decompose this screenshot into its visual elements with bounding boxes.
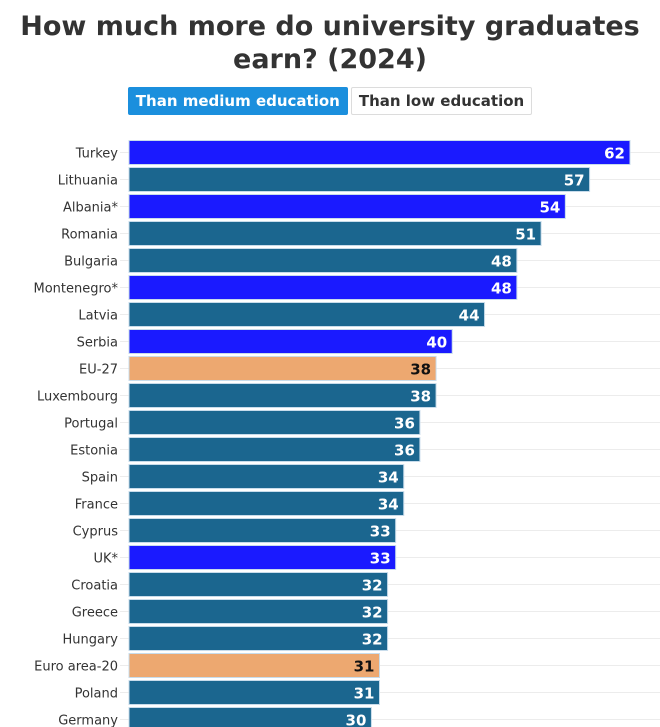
value-label: 40 <box>426 334 447 352</box>
bar-estonia[interactable] <box>128 437 421 462</box>
category-label: Lithuania <box>58 174 118 189</box>
bar-croatia[interactable] <box>128 572 389 597</box>
value-label: 44 <box>459 307 480 325</box>
value-label: 38 <box>410 388 431 406</box>
value-label: 48 <box>491 280 512 298</box>
value-label: 32 <box>362 604 383 622</box>
value-label: 38 <box>410 361 431 379</box>
bar-france[interactable] <box>128 491 405 516</box>
value-label: 33 <box>370 523 391 541</box>
bar-romania[interactable] <box>128 221 542 246</box>
category-label: Greece <box>72 606 118 621</box>
value-label: 34 <box>378 496 399 514</box>
bar-eu-27[interactable] <box>128 356 437 381</box>
category-label: EU-27 <box>79 363 118 378</box>
bar-poland[interactable] <box>128 680 380 705</box>
value-label: 51 <box>515 226 536 244</box>
category-label: Romania <box>61 228 118 243</box>
category-label: Turkey <box>75 147 119 162</box>
value-label: 32 <box>362 631 383 649</box>
chart-title-line1: How much more do university graduates <box>20 11 640 42</box>
toggle-than-medium-education[interactable]: Than medium education <box>127 87 348 115</box>
bar-luxembourg[interactable] <box>128 383 437 408</box>
category-label: Germany <box>58 714 118 727</box>
category-label: Croatia <box>71 579 118 594</box>
bar-albania[interactable] <box>128 194 566 219</box>
value-label: 57 <box>564 172 585 190</box>
bar-serbia[interactable] <box>128 329 453 354</box>
bar-germany[interactable] <box>128 707 372 727</box>
category-label: Poland <box>75 687 118 702</box>
value-label: 36 <box>394 415 415 433</box>
chart-title: How much more do university graduates ea… <box>0 10 660 76</box>
category-label: Latvia <box>78 309 118 324</box>
bar-spain[interactable] <box>128 464 405 489</box>
value-label: 31 <box>354 685 375 703</box>
bar-lithuania[interactable] <box>128 167 591 192</box>
chart-title-line2: earn? (2024) <box>233 44 427 75</box>
category-label: Serbia <box>77 336 118 351</box>
bar-bulgaria[interactable] <box>128 248 518 273</box>
category-label: Hungary <box>62 633 118 648</box>
category-label: Bulgaria <box>64 255 118 270</box>
value-label: 34 <box>378 469 399 487</box>
comparison-toggle-group: Than medium education Than low education <box>0 87 660 115</box>
category-label: Luxembourg <box>37 390 118 405</box>
bar-uk[interactable] <box>128 545 397 570</box>
category-label: Estonia <box>70 444 118 459</box>
bar-turkey[interactable] <box>128 140 631 165</box>
value-label: 31 <box>354 658 375 676</box>
bar-hungary[interactable] <box>128 626 389 651</box>
category-label: Cyprus <box>73 525 119 540</box>
bar-latvia[interactable] <box>128 302 486 327</box>
value-label: 62 <box>604 145 625 163</box>
value-label: 30 <box>346 712 367 727</box>
category-label: Portugal <box>64 417 118 432</box>
category-label: Albania* <box>63 201 119 216</box>
value-label: 48 <box>491 253 512 271</box>
value-label: 32 <box>362 577 383 595</box>
bar-portugal[interactable] <box>128 410 421 435</box>
bar-euro-area-20[interactable] <box>128 653 380 678</box>
toggle-than-low-education[interactable]: Than low education <box>350 87 533 115</box>
bar-greece[interactable] <box>128 599 389 624</box>
bar-montenegro[interactable] <box>128 275 518 300</box>
value-label: 54 <box>539 199 560 217</box>
category-label: Spain <box>82 471 118 486</box>
category-label: Montenegro* <box>33 282 118 297</box>
value-label: 33 <box>370 550 391 568</box>
category-label: France <box>75 498 118 513</box>
category-label: UK* <box>93 552 118 567</box>
value-label: 36 <box>394 442 415 460</box>
bar-cyprus[interactable] <box>128 518 397 543</box>
category-label: Euro area-20 <box>34 660 118 675</box>
